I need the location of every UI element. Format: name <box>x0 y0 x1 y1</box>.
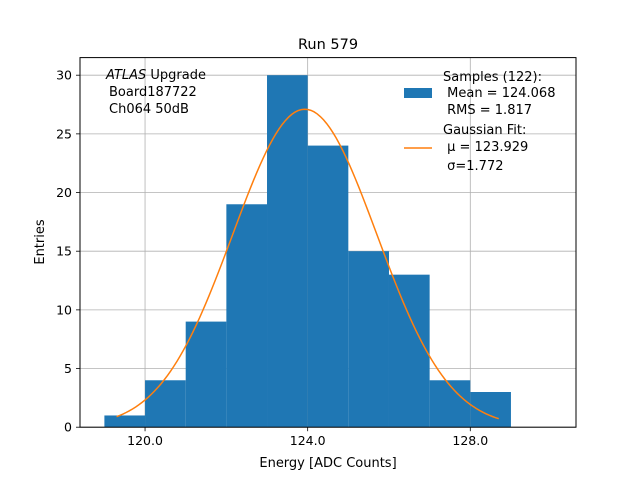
histogram-bar-2 <box>185 321 227 428</box>
histogram-bar-8 <box>429 380 471 428</box>
y-axis-label: Entries <box>33 219 48 265</box>
legend-fit-sigma: σ=1.772 <box>443 159 503 174</box>
legend: Samples (122): Mean = 124.068 RMS = 1.81… <box>404 70 555 174</box>
annotation-atlas: ATLAS <box>105 68 146 83</box>
y-tick-label-2: 10 <box>56 302 72 317</box>
y-tick-label-4: 20 <box>56 185 72 200</box>
legend-swatch-samples <box>404 88 432 98</box>
y-tick-label-0: 0 <box>64 420 72 435</box>
x-tick-label-1: 124.0 <box>290 433 326 448</box>
x-axis-label: Energy [ADC Counts] <box>259 456 396 471</box>
y-tick-label-5: 25 <box>56 126 72 141</box>
histogram-bar-3 <box>226 204 268 428</box>
gaussian-fit-line <box>116 108 499 420</box>
y-tick-label-3: 15 <box>56 244 72 259</box>
histogram-bar-6 <box>348 251 389 428</box>
histogram-bar-1 <box>145 380 186 428</box>
annotation-line-1: ATLAS Upgrade <box>105 68 206 83</box>
plot-frame <box>79 57 577 428</box>
annotation-board: Board187722 <box>109 85 197 100</box>
legend-samples-mean: Mean = 124.068 <box>443 86 555 101</box>
legend-fit-title: Gaussian Fit: <box>443 123 526 138</box>
chart-title: Run 579 <box>298 37 358 53</box>
x-tick-label-0: 120.0 <box>127 433 163 448</box>
legend-samples-rms: RMS = 1.817 <box>443 103 532 118</box>
atlas-annotation: ATLAS Upgrade Board187722 Ch064 50dB <box>105 68 206 117</box>
y-tick-label-1: 5 <box>64 361 72 376</box>
annotation-upgrade: Upgrade <box>146 68 206 83</box>
histogram-bar-0 <box>104 415 146 428</box>
histogram-bar-7 <box>388 274 430 428</box>
x-axis-ticks: 120.0 124.0 128.0 <box>127 427 488 448</box>
gaussian-fit <box>116 108 499 420</box>
y-tick-label-6: 30 <box>56 68 72 83</box>
legend-fit-mu: μ = 123.929 <box>443 140 528 155</box>
y-axis-ticks: 0 5 10 15 20 25 30 <box>56 68 80 435</box>
histogram-bars <box>104 75 511 428</box>
histogram-bar-9 <box>470 392 511 428</box>
legend-samples-title: Samples (122): <box>443 70 542 85</box>
histogram-bar-5 <box>307 145 349 428</box>
x-tick-label-2: 128.0 <box>452 433 488 448</box>
annotation-channel: Ch064 50dB <box>109 102 189 117</box>
histogram-bar-4 <box>267 75 308 428</box>
